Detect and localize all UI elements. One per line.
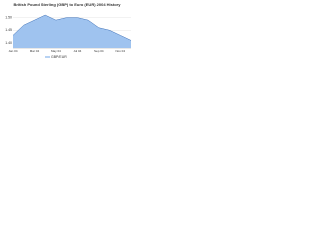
x-tick-label: May 04 [51,49,61,53]
x-tick-label: Nov 04 [116,49,126,53]
x-tick-label: Sep 04 [94,49,104,53]
legend-label: GBP/EUR [51,55,67,59]
x-tick-label: Jul 04 [73,49,81,53]
y-tick-label: 1.45 [5,28,12,32]
chart: British Pound Sterling (GBP) to Euro (EU… [5,2,132,59]
chart-title: British Pound Sterling (GBP) to Euro (EU… [14,2,122,7]
area [13,15,131,49]
x-tick-label: Mar 04 [30,49,40,53]
x-tick-label: Jan 04 [8,49,17,53]
y-tick-label: 1.40 [5,41,12,45]
y-tick-label: 1.50 [5,16,12,20]
line [12,14,132,41]
